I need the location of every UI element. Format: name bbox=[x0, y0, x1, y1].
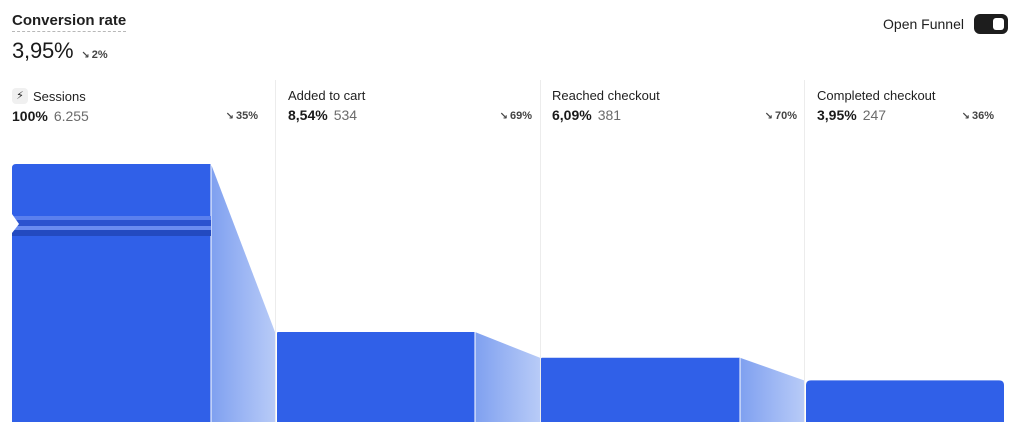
open-funnel-label: Open Funnel bbox=[883, 16, 964, 32]
stage-drop-off: ↘ 35% bbox=[226, 110, 258, 122]
funnel-connector-1 bbox=[475, 332, 540, 422]
stage-name-row: Added to cart bbox=[288, 88, 532, 103]
axis-break-band bbox=[12, 230, 211, 236]
funnel-bar-0[interactable] bbox=[12, 164, 211, 422]
funnel-bar-3[interactable] bbox=[806, 380, 1004, 422]
conversion-header: Conversion rate 3,95% ↘ 2% bbox=[12, 12, 127, 64]
axis-break-band bbox=[12, 216, 211, 220]
axis-break-band bbox=[12, 226, 211, 230]
funnel-bar-1[interactable] bbox=[277, 332, 475, 422]
open-funnel-toggle[interactable] bbox=[974, 14, 1008, 34]
stage-drop-off-value: 36% bbox=[971, 110, 994, 122]
trend-down-icon: ↘ bbox=[81, 50, 90, 61]
stage-values: 6,09% 381 bbox=[552, 107, 797, 123]
trend-down-icon: ↘ bbox=[225, 111, 234, 122]
stage-name: Sessions bbox=[33, 88, 86, 104]
column-divider bbox=[275, 80, 276, 422]
conversion-metric-row: 3,95% ↘ 2% bbox=[12, 38, 126, 64]
stage-name-row: Completed checkout bbox=[817, 88, 994, 103]
axis-break-marker bbox=[12, 214, 211, 236]
stage-percentage: 8,54% bbox=[288, 107, 328, 123]
stage-values: 8,54% 534 bbox=[288, 107, 532, 123]
stage-name: Completed checkout bbox=[817, 88, 936, 103]
axis-break-notch bbox=[12, 214, 19, 233]
conversion-rate-value: 3,95% bbox=[12, 38, 74, 63]
stage-added-to-cart: Added to cart 8,54% 534 ↘ 69% bbox=[288, 88, 532, 123]
stage-count: 6.255 bbox=[53, 108, 89, 124]
stage-completed-checkout: Completed checkout 3,95% 247 ↘ 36% bbox=[817, 88, 994, 123]
stage-percentage: 3,95% bbox=[817, 107, 857, 123]
column-divider bbox=[804, 80, 805, 422]
axis-break-band bbox=[12, 220, 211, 226]
stage-drop-off-value: 70% bbox=[774, 110, 797, 122]
stage-values: 100% 6.255 bbox=[12, 108, 258, 124]
column-divider bbox=[540, 80, 541, 422]
sessions-icon: ⚡ bbox=[12, 88, 28, 104]
conversion-rate-change-value: 2% bbox=[91, 49, 108, 61]
stage-drop-off-value: 35% bbox=[235, 110, 258, 122]
trend-down-icon: ↘ bbox=[764, 111, 773, 122]
stage-name-row: ⚡ Sessions bbox=[12, 88, 258, 104]
stage-reached-checkout: Reached checkout 6,09% 381 ↘ 70% bbox=[552, 88, 797, 123]
stage-drop-off-value: 69% bbox=[509, 110, 532, 122]
funnel-connector-0 bbox=[211, 164, 275, 422]
toggle-knob bbox=[993, 18, 1004, 30]
stage-drop-off: ↘ 69% bbox=[500, 110, 532, 122]
stage-percentage: 6,09% bbox=[552, 107, 592, 123]
stage-percentage: 100% bbox=[12, 108, 48, 124]
conversion-rate-title[interactable]: Conversion rate bbox=[12, 12, 127, 32]
trend-down-icon: ↘ bbox=[961, 111, 970, 122]
stage-values: 3,95% 247 bbox=[817, 107, 994, 123]
stage-count: 247 bbox=[862, 107, 887, 123]
stage-name: Added to cart bbox=[288, 88, 366, 103]
open-funnel-toggle-group: Open Funnel bbox=[883, 14, 1008, 34]
stage-count: 534 bbox=[333, 107, 358, 123]
trend-down-icon: ↘ bbox=[499, 111, 508, 122]
stage-drop-off: ↘ 36% bbox=[962, 110, 994, 122]
stage-name-row: Reached checkout bbox=[552, 88, 797, 103]
stage-count: 381 bbox=[597, 107, 622, 123]
stage-drop-off: ↘ 70% bbox=[765, 110, 797, 122]
stage-sessions: ⚡ Sessions 100% 6.255 ↘ 35% bbox=[12, 88, 258, 124]
conversion-rate-change: ↘ 2% bbox=[81, 49, 107, 61]
stage-name: Reached checkout bbox=[552, 88, 660, 103]
funnel-connector-2 bbox=[740, 357, 804, 422]
funnel-bar-2[interactable] bbox=[541, 357, 740, 422]
